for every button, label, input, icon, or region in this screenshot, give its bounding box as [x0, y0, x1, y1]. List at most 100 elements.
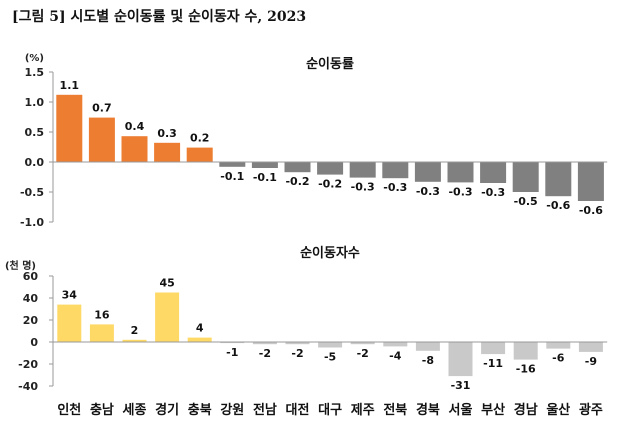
category-label: 충남 [90, 402, 114, 418]
y-tick-label: -40 [18, 380, 38, 393]
category-label: 울산 [546, 402, 570, 418]
data-label: -8 [422, 354, 434, 367]
bar [578, 342, 603, 352]
bar [251, 162, 278, 168]
data-label: -11 [483, 357, 503, 370]
data-label: -0.3 [481, 186, 505, 199]
category-label: 전남 [253, 402, 277, 418]
bar [317, 162, 344, 175]
data-label: 2 [131, 324, 139, 337]
bar [121, 136, 148, 162]
category-label: 세종 [123, 403, 147, 418]
data-label: 34 [62, 289, 78, 302]
y-tick-label: -20 [18, 358, 38, 371]
category-label: 부산 [481, 402, 505, 418]
bar [447, 162, 474, 183]
category-label: 제주 [351, 403, 375, 418]
bar [481, 342, 506, 355]
category-label: 강원 [220, 402, 244, 418]
category-label: 경기 [155, 402, 179, 418]
category-label: 인천 [57, 402, 81, 418]
count-chart: 순이동자수 (천 명)60 40 20 0 -20 -40 34 16 2 45 4 -1 -2 -2 -5 -… [5, 245, 608, 393]
bar [318, 342, 343, 348]
y-tick-label: 60 [23, 270, 39, 283]
data-label: -31 [451, 379, 471, 392]
category-label: 충북 [188, 402, 212, 418]
data-label: 0.3 [157, 127, 177, 140]
bar [186, 147, 213, 162]
y-tick-label: 20 [23, 314, 39, 327]
category-label: 전북 [383, 402, 407, 418]
bar [546, 342, 571, 349]
bar [414, 162, 441, 182]
data-label: -6 [552, 352, 565, 365]
bar [350, 342, 375, 345]
rate-chart: 순이동률 (%) 1.5 1.0 0.5 0.0 -0.5 -1.0 1.1 0.7 0.4 0.3 0… [20, 53, 608, 229]
bar [219, 162, 246, 167]
data-label: 45 [159, 277, 174, 290]
data-label: -2 [259, 347, 271, 360]
unit-label: (천 명) [5, 259, 36, 272]
y-tick-label: 40 [23, 292, 39, 305]
data-label: -0.5 [514, 195, 538, 208]
category-label: 광주 [579, 403, 603, 418]
bar [57, 304, 82, 342]
category-label: 경남 [514, 402, 538, 418]
data-label: 0.4 [125, 120, 145, 133]
bar [480, 162, 507, 183]
bar [383, 342, 408, 347]
data-label: -0.6 [546, 199, 570, 212]
data-label: -9 [585, 355, 597, 368]
category-label: 대구 [318, 403, 342, 418]
bar [382, 162, 409, 179]
data-label: -0.3 [416, 185, 440, 198]
bar [56, 94, 83, 162]
category-axis: 인천 충남 세종 경기 충북 강원 전남 대전 대구 제주 전북 경북 서울 부산 경남 울산 광주 [57, 402, 603, 418]
panel-title: 순이동률 [306, 56, 354, 72]
category-label: 서울 [449, 402, 473, 418]
bar [122, 339, 147, 342]
y-tick-label: 0.0 [25, 156, 45, 169]
data-label: 1.1 [60, 79, 80, 92]
unit-label: (%) [25, 53, 44, 64]
data-label: -0.6 [579, 204, 603, 217]
data-label: -0.1 [220, 170, 244, 183]
bar [252, 342, 277, 345]
bar [349, 162, 376, 178]
y-tick-label: -0.5 [20, 186, 44, 199]
data-label: -0.2 [318, 178, 342, 191]
data-label: -1 [226, 346, 238, 359]
y-tick-label: -1.0 [20, 216, 44, 229]
figure-title: [그림 5] 시도별 순이동률 및 순이동자 수, 2023 [12, 9, 307, 25]
bar [513, 342, 538, 360]
y-tick-label: 1.0 [25, 96, 45, 109]
bar [285, 342, 310, 345]
bar [512, 162, 539, 192]
bar [577, 162, 604, 201]
bar [284, 162, 311, 173]
data-label: -2 [357, 347, 369, 360]
bar [220, 342, 245, 344]
data-label: -2 [291, 347, 303, 360]
data-label: -4 [389, 349, 402, 362]
bar [415, 342, 440, 351]
y-tick-label: 0.5 [25, 126, 45, 139]
panel-title: 순이동자수 [300, 245, 360, 261]
bar [187, 337, 212, 342]
bar [88, 117, 115, 162]
category-label: 대전 [286, 402, 310, 418]
category-label: 경북 [416, 402, 440, 418]
data-label: 0.7 [92, 102, 112, 115]
y-tick-label: 0 [30, 336, 38, 349]
data-label: 16 [94, 308, 110, 321]
data-label: 0.2 [190, 132, 210, 145]
data-label: 4 [196, 322, 204, 335]
bar [545, 162, 572, 197]
data-label: -0.3 [383, 181, 407, 194]
data-label: -5 [324, 351, 336, 364]
bar [89, 324, 114, 342]
bar [155, 292, 180, 342]
data-label: -0.2 [285, 175, 309, 188]
y-tick-label: 1.5 [25, 66, 45, 79]
